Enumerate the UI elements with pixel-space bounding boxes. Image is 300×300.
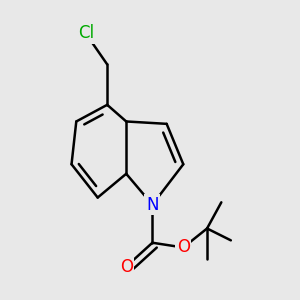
Text: N: N [146, 196, 159, 214]
Text: O: O [120, 257, 133, 275]
Text: O: O [177, 238, 190, 256]
Text: Cl: Cl [78, 25, 94, 43]
